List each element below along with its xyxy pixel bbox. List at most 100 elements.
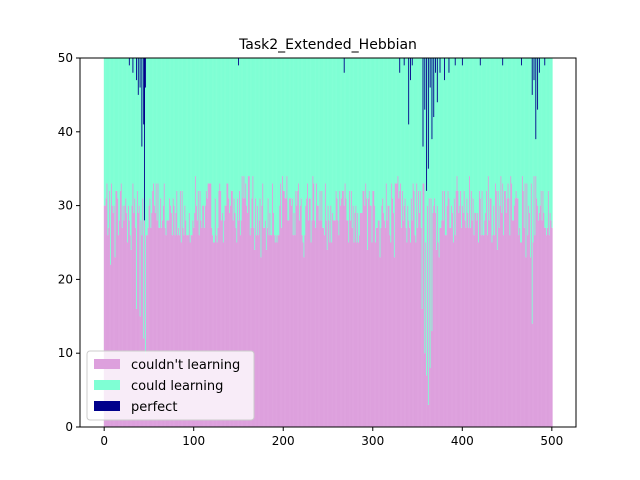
bar-could-learning <box>187 58 190 236</box>
bar-perfect <box>461 58 464 66</box>
bar-couldnt-learning <box>376 227 379 427</box>
bar-could-learning <box>362 58 364 191</box>
bar-couldnt-learning <box>137 212 139 427</box>
bar-couldnt-learning <box>238 220 240 427</box>
bar-couldnt-learning <box>320 220 322 427</box>
bar-couldnt-learning <box>246 205 248 427</box>
bar-couldnt-learning <box>407 205 409 427</box>
bar-could-learning <box>504 58 506 191</box>
legend: couldn't learning could learning perfect <box>86 350 255 421</box>
bar-couldnt-learning <box>290 205 293 427</box>
bar-could-learning <box>130 58 132 250</box>
bar-couldnt-learning <box>327 205 329 427</box>
bar-could-learning <box>419 58 422 191</box>
bar-couldnt-learning <box>127 205 130 427</box>
bar-could-learning <box>455 58 457 191</box>
bar-could-learning <box>202 58 204 206</box>
bar-couldnt-learning <box>527 235 529 427</box>
bar-could-learning <box>406 58 408 243</box>
bar-couldnt-learning <box>239 190 241 427</box>
bar-couldnt-learning <box>446 205 448 427</box>
bar-could-learning <box>469 58 472 228</box>
bar-couldnt-learning <box>530 183 533 427</box>
bar-could-learning <box>255 58 257 199</box>
bar-couldnt-learning <box>121 227 123 427</box>
bar-could-learning <box>491 58 493 243</box>
bar-perfect <box>141 58 143 147</box>
bar-couldnt-learning <box>114 257 116 427</box>
bar-couldnt-learning <box>374 205 376 427</box>
bar-couldnt-learning <box>148 205 150 427</box>
bar-couldnt-learning <box>189 242 191 427</box>
bar-couldnt-learning <box>358 235 361 427</box>
bar-could-learning <box>521 58 524 177</box>
bar-could-learning <box>315 58 317 228</box>
bar-couldnt-learning <box>152 190 154 427</box>
bar-could-learning <box>153 58 155 184</box>
bar-couldnt-learning <box>298 183 300 427</box>
bar-could-learning <box>258 58 260 221</box>
bar-couldnt-learning <box>273 212 275 427</box>
bar-couldnt-learning <box>517 198 519 427</box>
bar-could-learning <box>270 58 272 236</box>
bar-could-learning <box>376 58 379 228</box>
bar-couldnt-learning <box>208 183 210 427</box>
bar-couldnt-learning <box>452 212 454 427</box>
bar-couldnt-learning <box>248 176 251 427</box>
bar-couldnt-learning <box>265 249 268 427</box>
bar-couldnt-learning <box>261 205 263 427</box>
bar-could-learning <box>199 58 201 191</box>
bar-could-learning <box>134 58 136 199</box>
bar-couldnt-learning <box>408 220 410 427</box>
bar-perfect <box>433 58 435 118</box>
bar-could-learning <box>389 58 391 236</box>
bar-couldnt-learning <box>138 205 140 427</box>
bar-could-learning <box>375 58 377 243</box>
bar-could-learning <box>435 58 438 250</box>
bar-couldnt-learning <box>294 235 296 427</box>
bar-could-learning <box>411 65 413 221</box>
bar-could-learning <box>356 58 358 243</box>
bar-could-learning <box>381 58 383 206</box>
bar-couldnt-learning <box>502 183 504 427</box>
bar-couldnt-learning <box>341 198 343 427</box>
bar-couldnt-learning <box>350 190 353 427</box>
bar-couldnt-learning <box>518 235 520 427</box>
legend-swatch <box>94 380 120 390</box>
bar-could-learning <box>360 58 362 213</box>
bar-couldnt-learning <box>268 235 270 427</box>
bar-could-learning <box>513 58 516 206</box>
bar-couldnt-learning <box>444 235 447 427</box>
bar-could-learning <box>220 58 222 191</box>
bar-couldnt-learning <box>105 198 107 427</box>
bar-couldnt-learning <box>191 235 193 427</box>
bar-could-learning <box>516 58 518 199</box>
bar-could-learning <box>295 58 297 191</box>
bar-could-learning <box>148 58 150 206</box>
bar-couldnt-learning <box>438 257 440 427</box>
bar-couldnt-learning <box>358 242 360 427</box>
bar-could-learning <box>374 58 376 206</box>
bar-couldnt-learning <box>479 198 481 427</box>
bar-could-learning <box>410 80 412 243</box>
bar-couldnt-learning <box>326 249 328 427</box>
bar-couldnt-learning <box>111 205 114 427</box>
x-tick-label: 500 <box>540 434 563 448</box>
bar-couldnt-learning <box>338 235 340 427</box>
bar-could-learning <box>515 58 517 191</box>
bar-couldnt-learning <box>362 190 364 427</box>
bar-could-learning <box>497 58 499 191</box>
bar-couldnt-learning <box>449 227 451 427</box>
bar-couldnt-learning <box>508 198 510 427</box>
bar-couldnt-learning <box>409 227 411 427</box>
bar-couldnt-learning <box>465 227 467 427</box>
bar-couldnt-learning <box>314 220 316 427</box>
bar-couldnt-learning <box>464 220 466 427</box>
bar-could-learning <box>546 58 549 228</box>
bar-could-learning <box>257 58 259 236</box>
bar-could-learning <box>243 58 245 177</box>
bar-couldnt-learning <box>113 205 115 427</box>
bar-could-learning <box>496 58 499 250</box>
bar-could-learning <box>180 58 182 243</box>
